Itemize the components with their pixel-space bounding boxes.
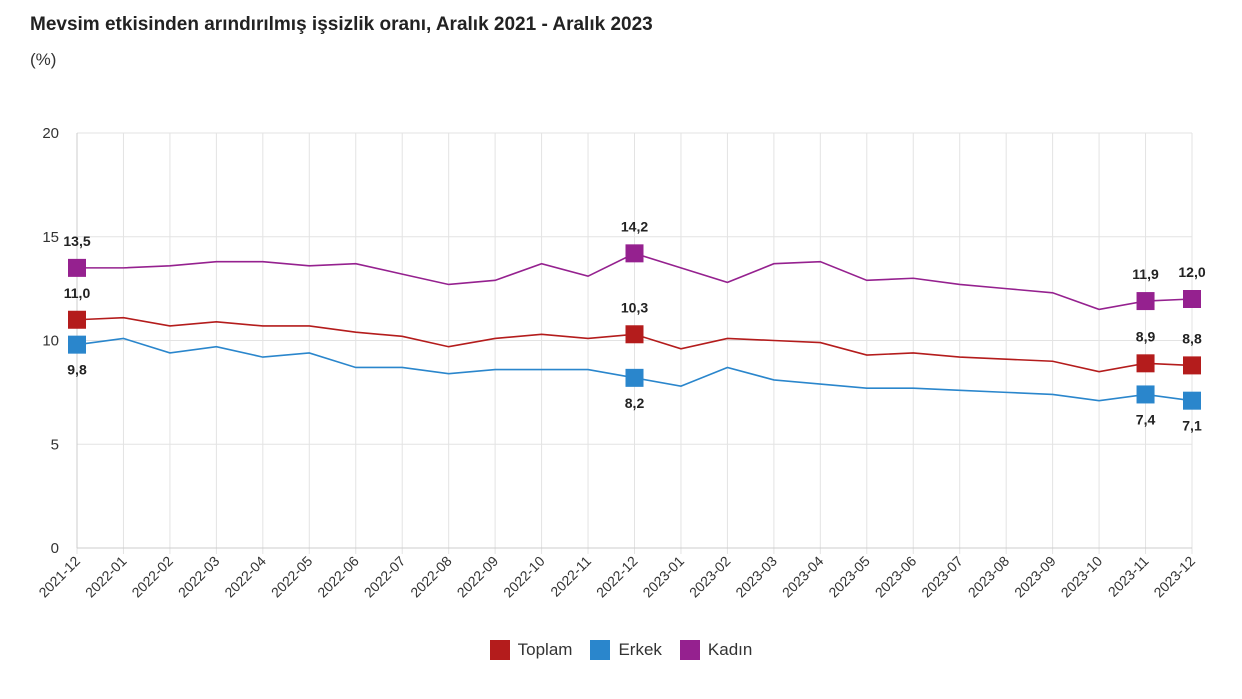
data-point-marker — [1136, 385, 1155, 404]
data-label: 7,1 — [1182, 418, 1202, 434]
data-point-marker — [68, 310, 86, 329]
x-tick-label: 2022-03 — [175, 553, 223, 601]
x-tick-label: 2023-10 — [1058, 553, 1106, 601]
x-tick-label: 2022-04 — [221, 553, 269, 601]
legend-item-kadin[interactable]: Kadın — [679, 640, 753, 660]
data-point-marker — [625, 244, 644, 263]
y-tick-label: 20 — [42, 125, 59, 142]
legend-swatch — [489, 640, 510, 660]
x-tick-label: 2022-08 — [407, 553, 455, 601]
x-tick-label: 2023-02 — [686, 553, 734, 601]
x-tick-label: 2022-05 — [268, 553, 316, 601]
x-tick-label: 2022-10 — [500, 553, 548, 601]
data-point-marker — [625, 325, 644, 344]
legend-item-erkek[interactable]: Erkek — [590, 640, 662, 660]
legend-swatch — [679, 640, 700, 660]
data-label: 10,3 — [621, 299, 648, 315]
chart-title: Mevsim etkisinden arındırılmış işsizlik … — [30, 14, 653, 35]
x-tick-label: 2023-05 — [825, 553, 873, 601]
data-label: 7,4 — [1136, 411, 1156, 427]
x-tick-label: 2023-07 — [918, 553, 966, 601]
legend-label: Erkek — [618, 640, 662, 659]
x-tick-label: 2023-01 — [639, 553, 687, 601]
y-tick-label: 10 — [42, 333, 59, 350]
data-point-marker — [1183, 391, 1201, 410]
y-tick-label: 5 — [51, 436, 59, 453]
x-tick-label: 2022-11 — [547, 553, 594, 600]
legend-swatch — [590, 640, 611, 660]
data-point-marker — [68, 335, 86, 354]
x-tick-label: 2021-12 — [35, 553, 83, 601]
legend: Toplam Erkek Kadın — [0, 640, 1242, 660]
x-tick-label: 2022-07 — [361, 553, 409, 601]
x-tick-label: 2022-12 — [593, 553, 641, 601]
x-tick-label: 2023-08 — [965, 553, 1013, 601]
data-label: 12,0 — [1178, 264, 1205, 280]
x-tick-label: 2022-06 — [314, 553, 362, 601]
legend-label: Toplam — [517, 640, 573, 659]
legend-label: Kadın — [707, 640, 753, 659]
data-label: 11,0 — [64, 285, 91, 301]
x-tick-label: 2023-06 — [872, 553, 920, 601]
data-point-marker — [68, 258, 86, 277]
x-tick-label: 2022-02 — [128, 553, 176, 601]
y-tick-label: 0 — [51, 540, 59, 557]
data-point-marker — [625, 368, 644, 387]
data-point-marker — [1183, 356, 1201, 375]
x-tick-label: 2022-09 — [454, 553, 502, 601]
data-point-marker — [1136, 292, 1155, 311]
data-label: 11,9 — [1132, 266, 1159, 282]
data-point-marker — [1183, 290, 1201, 308]
x-tick-label: 2022-01 — [82, 553, 130, 601]
x-tick-label: 2023-11 — [1105, 553, 1152, 600]
legend-item-toplam[interactable]: Toplam — [489, 640, 573, 660]
data-label: 8,8 — [1182, 330, 1202, 346]
data-label: 9,8 — [67, 362, 87, 378]
data-label: 8,9 — [1136, 328, 1156, 344]
data-label: 13,5 — [63, 233, 90, 249]
x-tick-label: 2023-03 — [732, 553, 780, 601]
x-tick-label: 2023-09 — [1011, 553, 1059, 601]
x-tick-label: 2023-04 — [779, 553, 827, 601]
data-label: 8,2 — [625, 395, 645, 411]
data-label: 14,2 — [621, 218, 648, 234]
data-point-marker — [1136, 354, 1155, 373]
y-tick-label: 15 — [42, 229, 59, 246]
y-axis-unit: (%) — [30, 50, 57, 69]
x-tick-label: 2023-12 — [1150, 553, 1198, 601]
